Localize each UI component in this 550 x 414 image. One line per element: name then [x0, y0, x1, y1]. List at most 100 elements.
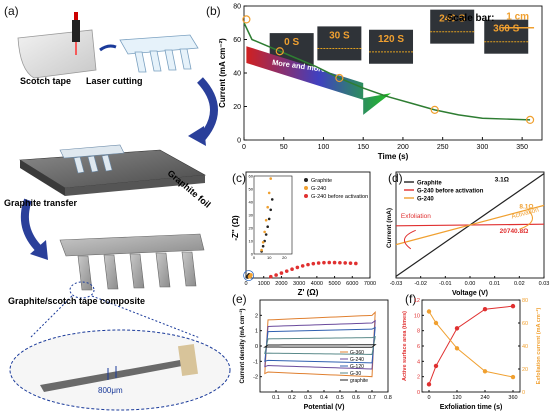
plot-frame: [245, 171, 371, 279]
inset-point: [263, 230, 266, 234]
data-point: [343, 261, 347, 265]
data-point: [332, 260, 337, 265]
cv-loop: [264, 311, 376, 378]
x-tick-label: 3000: [293, 281, 305, 287]
label-composite: Graphite/scotch tape composite: [8, 296, 146, 306]
inset-point: [267, 191, 271, 195]
chart-e: 0.1 0.2 0.3 0.4 0.5 0.6 0.7 0.8 -2 -1 0 1 2 Potential…: [239, 299, 392, 411]
x-tick-label: 350: [516, 144, 528, 151]
zoom-marker: [243, 270, 255, 281]
composite-comb: [59, 233, 205, 291]
tape-on-foil: [59, 144, 125, 174]
x-tick-label: 0: [242, 144, 246, 151]
inset-y-tick-label: 10: [249, 239, 254, 244]
data-point: [338, 260, 342, 265]
exfoliation-arrow: [404, 229, 416, 250]
x-tick-label: 200: [397, 144, 409, 151]
trend-line: [428, 305, 514, 385]
y2-tick-label: 80: [522, 298, 528, 304]
x-tick-label: 4000: [311, 281, 323, 287]
inset-label: 0 S: [284, 37, 299, 48]
x-tick-label: -0.01: [439, 281, 452, 287]
data-point: [482, 307, 488, 312]
inset-y-tick-label: 50: [249, 187, 254, 192]
data-point: [284, 269, 289, 273]
x-tick-label: 0.01: [489, 281, 500, 287]
x-axis-label: Z' (Ω): [298, 288, 319, 297]
activation-arrow: [519, 210, 533, 230]
x-tick-label: 120: [452, 395, 461, 401]
time-marker: [335, 73, 344, 83]
plot-frame: [421, 299, 521, 393]
chart-c: 0 1000 2000 3000 4000 5000 6000 7000 Z' (Ω) -Z'' …: [232, 171, 376, 297]
zoom-circle: [69, 281, 95, 299]
legend-marker: [304, 178, 308, 182]
inset-photo: [484, 19, 529, 54]
legend-label: G-360: [350, 350, 364, 356]
legend-label: G-240: [417, 197, 434, 203]
inset-label: 240 S: [439, 14, 465, 25]
data-point: [316, 261, 321, 265]
label-graphite-transfer: Graphite transfer: [4, 198, 78, 208]
x-tick-label: 300: [477, 144, 489, 151]
panel-label-a: (a): [4, 4, 19, 18]
data-point: [269, 274, 273, 279]
schematic-panel: [9, 12, 231, 411]
x-tick-label: 0.02: [514, 281, 525, 287]
data-point: [327, 260, 332, 265]
resistance-label: 3.1Ω: [495, 177, 509, 184]
arrow-to-composite: [21, 198, 43, 253]
panel-label-b: (b): [206, 4, 221, 18]
y-tick-label: 12: [414, 298, 420, 304]
y-tick-label: 4: [417, 359, 420, 365]
y-tick-label: 40: [233, 71, 241, 78]
cv-loop: [264, 326, 376, 364]
arrow-cut: [99, 44, 117, 52]
gradient-arrow: [246, 46, 392, 115]
y-tick-label: -2: [253, 375, 258, 381]
label-scotch-tape: Scotch tape: [20, 76, 72, 86]
data-point: [454, 346, 460, 351]
laser-head: [72, 20, 80, 42]
panel-label-c: (c): [232, 171, 246, 185]
exfoliation-label: Exfoliation: [401, 213, 431, 220]
x-tick-label: 0.3: [304, 395, 312, 401]
y2-tick-label: 60: [522, 321, 528, 327]
data-point: [295, 265, 300, 270]
data-point: [311, 261, 316, 266]
x-tick-label: 0.4: [320, 395, 328, 401]
x-tick-label: 5000: [328, 281, 340, 287]
y-tick-label: 6: [417, 344, 420, 350]
inset-y-tick-label: 60: [249, 174, 254, 179]
resistance-label: 8.1Ω: [519, 204, 533, 211]
y-tick-label: 0: [417, 390, 420, 396]
x-tick-label: 0.6: [352, 395, 360, 401]
y2-axis-label: Exfoliation current (mA cm⁻²): [535, 308, 542, 385]
inset-y-tick-label: 20: [249, 226, 254, 231]
y-tick-label: -1: [253, 359, 258, 365]
x-tick-label: 7000: [364, 281, 376, 287]
y-tick-label: 2: [417, 375, 420, 381]
legend-label: Graphite: [417, 181, 442, 187]
panel-label-d: (d): [388, 171, 403, 185]
inset-y-tick-label: 0: [251, 252, 254, 257]
legend-marker: [304, 194, 308, 198]
chart-d: -0.03 -0.02 -0.01 0.00 0.01 0.02 0.03 Voltage (…: [386, 171, 549, 297]
x-tick-label: 0.00: [465, 281, 476, 287]
time-marker: [430, 105, 439, 114]
legend-label: G-240: [311, 186, 326, 192]
chart-b: 0 50 100 150 200 250 300 350 0 20 40 60 80 Time (s) Cu…: [218, 4, 543, 161]
inset-point: [266, 205, 269, 209]
data-point: [433, 363, 439, 369]
time-marker: [242, 15, 251, 24]
y2-tick-label: 0: [522, 390, 525, 396]
cv-loop: [264, 319, 376, 370]
x-axis-label: Exfoliation time (s): [440, 404, 503, 411]
legend-label: graphite: [350, 378, 368, 384]
inset-y-tick-label: 30: [249, 213, 254, 218]
x-tick-label: 0.2: [288, 395, 296, 401]
data-point: [274, 273, 278, 277]
legend-label: G-120: [350, 364, 364, 370]
inset-label: 120 S: [378, 34, 404, 45]
x-axis-label: Time (s): [378, 152, 409, 161]
